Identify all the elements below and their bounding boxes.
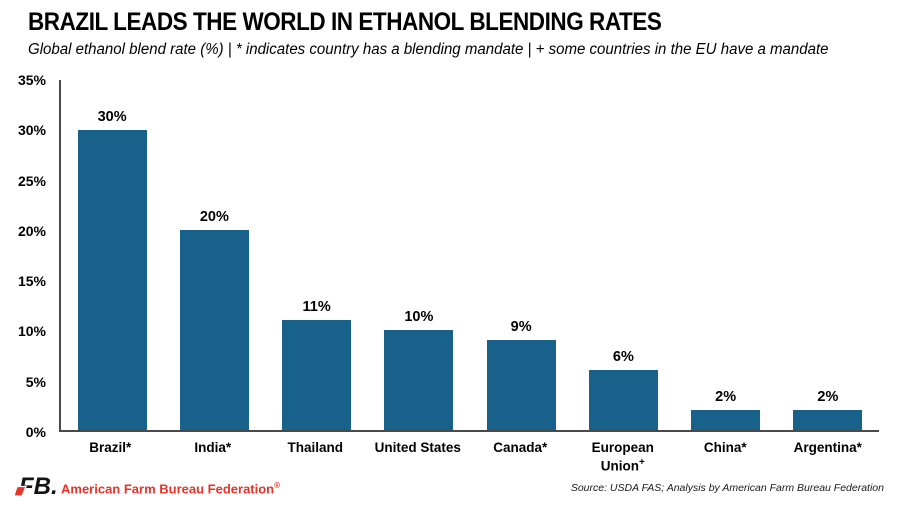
x-axis-label: Thailand [287,440,343,455]
x-axis-label: European Union+ [591,440,654,474]
bar-value-label: 10% [404,309,434,326]
y-tick-label: 30% [17,122,46,139]
bar-group: 2% [777,80,879,430]
bar [486,340,556,430]
x-axis-label: Canada* [493,440,548,455]
bar [793,410,863,430]
bar-group: 11% [266,80,368,430]
bar [691,410,761,430]
y-tick-label: 5% [25,373,46,390]
y-tick-label: 35% [17,72,46,88]
y-tick-label: 10% [17,323,46,340]
bar [77,130,147,430]
bar-value-label: 2% [715,389,737,405]
y-tick-label: 0% [25,424,46,440]
bar-group: 6% [572,80,674,430]
bar [179,230,249,430]
y-tick-label: 25% [17,172,46,189]
bar-value-label: 30% [97,109,127,125]
brand-name-text: American Farm Bureau Federation [61,481,275,497]
bar-group: 2% [675,80,777,430]
plot-area: 30% 20% 11% 10% 9% 6% 2% 2% [59,80,879,432]
mandate-plus-marker: + [638,456,645,468]
bar-group: 10% [368,80,470,430]
bar-group: 9% [470,80,572,430]
registered-mark: ® [274,481,281,490]
x-axis-label: Argentina* [793,440,862,455]
bar-value-label: 2% [817,389,839,405]
x-axis-label: India* [194,440,232,455]
bar [282,320,352,430]
bar-value-label: 20% [199,209,229,226]
bar-value-label: 11% [302,299,331,315]
x-axis-label: United States [374,440,461,455]
bar-group: 30% [61,80,163,430]
x-axis-labels: Brazil* India* Thailand United States Canada… [59,440,879,475]
x-axis-label: China* [703,440,747,455]
bar-value-label: 9% [510,319,532,336]
x-axis-label: Brazil* [89,440,132,455]
brand-name: American Farm Bureau Federation® [61,481,280,496]
y-tick-label: 15% [17,273,46,290]
page-title: BRAZIL LEADS THE WORLD IN ETHANOL BLENDI… [28,8,662,36]
y-axis: 0% 5% 10% 15% 20% 25% 30% 35% [0,72,52,440]
afbf-logo-icon: FB. [14,473,56,499]
bar-value-label: 6% [612,349,634,365]
source-text: Source: USDA FAS; Analysis by American F… [570,482,884,494]
y-tick-label: 20% [17,222,46,239]
bar [588,370,658,430]
page-subtitle: Global ethanol blend rate (%) | * indica… [28,41,829,58]
bar [384,330,454,430]
bar-group: 20% [163,80,265,430]
